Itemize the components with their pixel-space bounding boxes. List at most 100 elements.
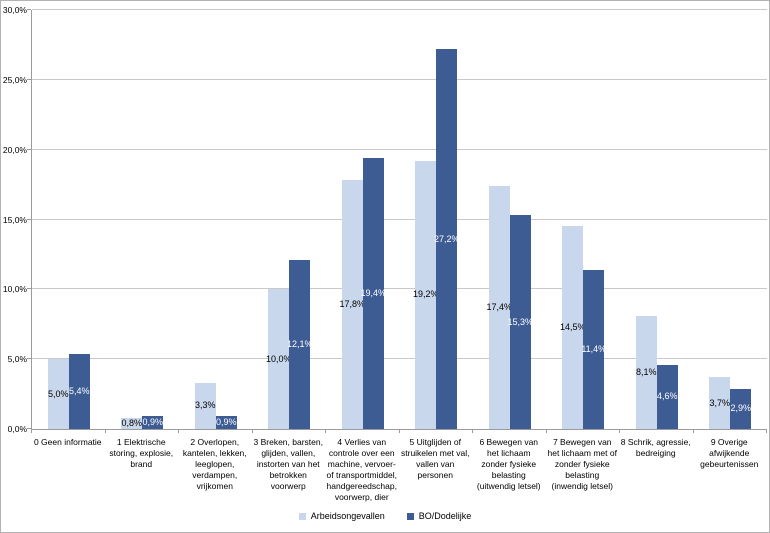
gridline (32, 78, 767, 80)
x-axis-tick (766, 429, 767, 433)
y-axis-tick-label: 0,0% (7, 424, 27, 434)
category-label-line: glijden, vallen, (261, 448, 316, 458)
category-label-line: voorwerp (270, 481, 306, 491)
y-axis-tick (27, 148, 31, 150)
category-label: 7 Bewegen van het lichaam met of zonder fy… (536, 437, 630, 492)
bar-arbeidsongevallen-9 (709, 377, 731, 429)
category-label: 0 Geen informatie (21, 437, 115, 448)
category-label-line: 5 Uitglijden of (409, 437, 461, 447)
category-label-line: 4 Verlies van (337, 437, 387, 447)
gridline (32, 288, 767, 290)
bar-bo-dodelijke-5 (436, 49, 458, 429)
category-label-line: verdampen, (192, 470, 238, 480)
x-axis-tick (178, 429, 179, 433)
category-label: 3 Breken, barsten, glijden, vallen, instor… (242, 437, 336, 492)
bar-bo-dodelijke-3 (289, 260, 311, 429)
y-axis-tick (27, 78, 31, 80)
bar-bo-dodelijke-4 (362, 158, 384, 429)
y-axis-tick (27, 9, 31, 10)
y-axis-tick-label: 15,0% (2, 214, 27, 225)
x-axis-tick (252, 429, 253, 433)
y-axis-tick (27, 358, 31, 360)
category-label-line: belasting (491, 470, 526, 480)
bar-bo-dodelijke-8 (656, 364, 678, 429)
gridline (32, 358, 767, 360)
category-label: 8 Schrik, agressie, bedreiging (609, 437, 703, 459)
category-label: 4 Verlies van controle over een machine, v… (315, 437, 409, 503)
legend-label: Arbeidsongevallen (310, 511, 385, 521)
bar-arbeidsongevallen-3 (268, 289, 290, 429)
category-label-line: betrokken (269, 470, 307, 480)
category-label-line: struikelen met val, (401, 448, 470, 458)
category-label: 1 Elektrische storing, explosie, brand (95, 437, 189, 470)
category-label: 9 Overige afwijkende gebeurtenissen (683, 437, 770, 470)
category-label-line: 2 Overlopen, (190, 437, 240, 447)
legend-item: BO/Dodelijke (406, 511, 472, 521)
x-axis-tick (325, 429, 326, 433)
x-axis-tick (31, 429, 32, 433)
category-label-line: machine, vervoer- (327, 459, 396, 469)
x-axis-tick (399, 429, 400, 433)
category-label-line: brand (130, 459, 153, 469)
legend-item: Arbeidsongevallen (298, 511, 385, 521)
y-axis-tick-label: 30,0% (2, 5, 27, 15)
y-axis-tick (27, 288, 31, 290)
category-label-line: het lichaam (487, 448, 531, 458)
category-label-line: 6 Bewegen van (479, 437, 539, 447)
category-label-line: vrijkomen (196, 481, 233, 491)
category-label-line: instorten van het (256, 459, 320, 469)
gridline (32, 9, 767, 10)
category-label-line: 8 Schrik, agressie, (620, 437, 691, 447)
category-label-line: belasting (565, 470, 600, 480)
category-label-line: controle over een (328, 448, 395, 458)
bar-bo-dodelijke-0 (68, 353, 90, 429)
category-label-line: zonder fysieke (554, 459, 610, 469)
bar-bo-dodelijke-1 (142, 416, 164, 429)
category-label: 6 Bewegen van het lichaam zonder fysieke be… (462, 437, 556, 492)
y-axis-tick (27, 428, 31, 429)
category-label-line: gebeurtenissen (700, 459, 759, 469)
bar-arbeidsongevallen-4 (341, 180, 363, 429)
bar-arbeidsongevallen-0 (47, 359, 69, 429)
category-label-line: 7 Bewegen van (552, 437, 612, 447)
category-label-line: het lichaam met of (547, 448, 617, 458)
category-label-line: 0 Geen informatie (33, 437, 102, 447)
category-label-line: handgereedschap, (326, 481, 397, 491)
legend: Arbeidsongevallen BO/Dodelijke (1, 511, 769, 521)
gridline (32, 218, 767, 220)
bar-bo-dodelijke-2 (215, 416, 237, 429)
category-label-line: 9 Overige (710, 437, 748, 447)
legend-swatch (406, 512, 414, 520)
category-label-line: leeglopen, (195, 459, 235, 469)
category-label-line: kantelen, lekken, (182, 448, 247, 458)
y-axis-tick-label: 5,0% (7, 354, 27, 365)
category-label-line: zonder fysieke (481, 459, 537, 469)
category-label-line: (inwendig letsel) (551, 481, 613, 491)
bar-bo-dodelijke-9 (730, 388, 752, 429)
bar-arbeidsongevallen-5 (415, 160, 437, 429)
x-axis-tick (546, 429, 547, 433)
legend-label: BO/Dodelijke (418, 511, 472, 521)
plot-area: 5,0% 0,8% 3,3% 10,0% 17,8% 19,2% 17,4% 14,5% 8,1… (31, 9, 767, 430)
y-axis-tick (27, 218, 31, 220)
category-label-line: vallen van (416, 459, 455, 469)
bar-arbeidsongevallen-8 (635, 315, 657, 429)
category-label-line: 3 Breken, barsten, (253, 437, 323, 447)
x-axis-tick (472, 429, 473, 433)
bar-arbeidsongevallen-7 (562, 226, 584, 429)
category-label-line: personen (417, 470, 453, 480)
bar-arbeidsongevallen-1 (121, 417, 143, 429)
bar-arbeidsongevallen-6 (488, 185, 510, 429)
bar-arbeidsongevallen-2 (194, 382, 216, 429)
legend-swatch (298, 512, 306, 520)
y-axis-tick-label: 20,0% (2, 144, 27, 155)
x-axis-tick (619, 429, 620, 433)
y-axis-tick-label: 25,0% (2, 74, 27, 85)
x-axis-tick (105, 429, 106, 433)
y-axis-tick-label: 10,0% (2, 284, 27, 295)
category-label-line: voorwerp, dier (334, 492, 389, 502)
x-axis-tick (693, 429, 694, 433)
category-label-line: (uitwendig letsel) (476, 481, 541, 491)
bar-bo-dodelijke-6 (509, 215, 531, 429)
